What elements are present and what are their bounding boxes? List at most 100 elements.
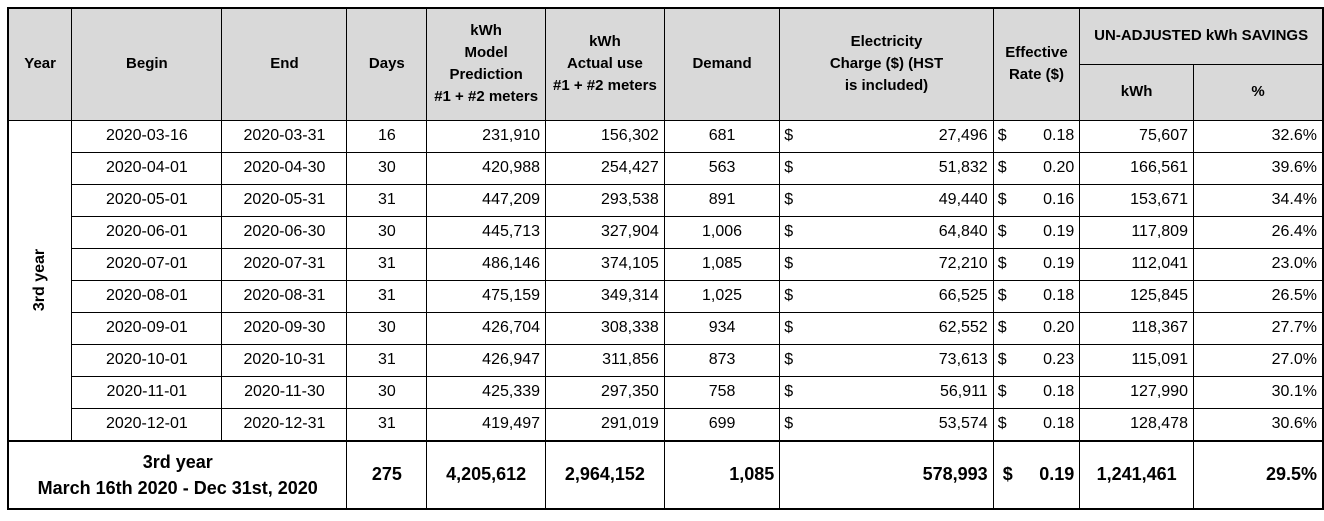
savings-kwh-cell: 128,478 bbox=[1079, 407, 1194, 441]
totals-charge: 578,993 bbox=[779, 440, 994, 509]
days-cell: 31 bbox=[346, 343, 428, 377]
model-cell: 425,339 bbox=[426, 375, 547, 409]
savings-kwh-cell: 112,041 bbox=[1079, 247, 1194, 281]
days-cell: 30 bbox=[346, 375, 428, 409]
header-actual-line2: Actual use bbox=[566, 55, 643, 73]
days-cell: 31 bbox=[346, 407, 428, 441]
begin-cell: 2020-06-01 bbox=[71, 215, 223, 249]
table-row: 2020-07-01 2020-07-31 31 486,146 374,105… bbox=[8, 247, 1324, 281]
charge-cell: 72,210 bbox=[886, 247, 994, 281]
actual-cell: 327,904 bbox=[545, 215, 665, 249]
header-electricity-charge: Electricity Charge ($) (HST is included) bbox=[779, 7, 994, 121]
header-end: End bbox=[221, 7, 348, 121]
model-cell: 420,988 bbox=[426, 151, 547, 185]
dollar-sign: $ bbox=[779, 215, 887, 249]
demand-cell: 1,025 bbox=[663, 279, 781, 313]
model-cell: 419,497 bbox=[426, 407, 547, 441]
days-cell: 16 bbox=[346, 119, 428, 153]
header-charge-line1: Electricity bbox=[850, 33, 923, 51]
savings-pct-cell: 23.0% bbox=[1192, 247, 1324, 281]
actual-cell: 293,538 bbox=[545, 183, 665, 217]
savings-pct-cell: 26.4% bbox=[1192, 215, 1324, 249]
demand-cell: 1,006 bbox=[663, 215, 781, 249]
table-row: 2020-09-01 2020-09-30 30 426,704 308,338… bbox=[8, 311, 1324, 345]
header-savings-pct: % bbox=[1192, 63, 1324, 121]
table-row: 2020-10-01 2020-10-31 31 426,947 311,856… bbox=[8, 343, 1324, 377]
rate-value: 0.20 bbox=[1043, 159, 1075, 176]
model-cell: 475,159 bbox=[426, 279, 547, 313]
rate-cell: $0.18 bbox=[992, 407, 1081, 441]
dollar-sign: $ bbox=[997, 159, 1007, 176]
begin-cell: 2020-09-01 bbox=[71, 311, 223, 345]
dollar-sign: $ bbox=[779, 407, 887, 441]
energy-savings-table: Year Begin End Days kWh Model Prediction… bbox=[7, 7, 1324, 510]
dollar-sign: $ bbox=[779, 247, 887, 281]
header-rate-line2: Rate ($) bbox=[1008, 66, 1064, 84]
totals-row: 3rd year March 16th 2020 - Dec 31st, 202… bbox=[7, 440, 1324, 509]
rate-value: 0.16 bbox=[1043, 191, 1075, 208]
header-model-line3: #1 + #2 meters bbox=[434, 88, 539, 106]
table-row: 2020-08-01 2020-08-31 31 475,159 349,314… bbox=[8, 279, 1324, 313]
savings-kwh-cell: 166,561 bbox=[1079, 151, 1194, 185]
header-demand: Demand bbox=[663, 7, 781, 121]
rate-cell: $0.19 bbox=[992, 247, 1081, 281]
rate-value: 0.19 bbox=[1043, 255, 1075, 272]
rate-value: 0.19 bbox=[1043, 223, 1075, 240]
year-label: 3rd year bbox=[31, 248, 49, 312]
header-model-line2: Model Prediction bbox=[449, 44, 523, 84]
dollar-sign: $ bbox=[779, 375, 887, 409]
rate-value: 0.18 bbox=[1043, 383, 1075, 400]
demand-cell: 758 bbox=[663, 375, 781, 409]
header-savings-kwh: kWh bbox=[1079, 63, 1194, 121]
dollar-sign: $ bbox=[997, 415, 1007, 432]
savings-pct-cell: 27.7% bbox=[1192, 311, 1324, 345]
header-rate-line1: Effective bbox=[1005, 44, 1068, 62]
end-cell: 2020-03-31 bbox=[221, 119, 348, 153]
actual-cell: 291,019 bbox=[545, 407, 665, 441]
charge-cell: 53,574 bbox=[886, 407, 994, 441]
savings-pct-cell: 27.0% bbox=[1192, 343, 1324, 377]
charge-cell: 64,840 bbox=[886, 215, 994, 249]
demand-cell: 934 bbox=[663, 311, 781, 345]
model-cell: 447,209 bbox=[426, 183, 547, 217]
actual-cell: 349,314 bbox=[545, 279, 665, 313]
charge-cell: 56,911 bbox=[886, 375, 994, 409]
dollar-sign: $ bbox=[779, 279, 887, 313]
charge-cell: 27,496 bbox=[886, 119, 994, 153]
savings-kwh-cell: 75,607 bbox=[1079, 119, 1194, 153]
end-cell: 2020-05-31 bbox=[221, 183, 348, 217]
dollar-sign: $ bbox=[997, 255, 1007, 272]
charge-cell: 62,552 bbox=[886, 311, 994, 345]
end-cell: 2020-09-30 bbox=[221, 311, 348, 345]
model-cell: 486,146 bbox=[426, 247, 547, 281]
totals-label-line1: 3rd year bbox=[142, 451, 213, 472]
savings-kwh-cell: 125,845 bbox=[1079, 279, 1194, 313]
demand-cell: 891 bbox=[663, 183, 781, 217]
table-row: 2020-04-01 2020-04-30 30 420,988 254,427… bbox=[8, 151, 1324, 185]
totals-rate-value: 0.19 bbox=[1039, 464, 1075, 484]
totals-rate: $0.19 bbox=[992, 440, 1081, 509]
rate-cell: $0.20 bbox=[992, 311, 1081, 345]
rate-cell: $0.16 bbox=[992, 183, 1081, 217]
end-cell: 2020-11-30 bbox=[221, 375, 348, 409]
savings-pct-cell: 30.1% bbox=[1192, 375, 1324, 409]
header-year: Year bbox=[7, 7, 73, 121]
dollar-sign: $ bbox=[779, 343, 887, 377]
end-cell: 2020-08-31 bbox=[221, 279, 348, 313]
rate-value: 0.23 bbox=[1043, 351, 1075, 368]
dollar-sign: $ bbox=[997, 287, 1007, 304]
header-model-line1: kWh bbox=[470, 22, 502, 40]
header-actual-line3: #1 + #2 meters bbox=[552, 77, 657, 95]
header-charge-line2: Charge ($) (HST bbox=[829, 55, 944, 73]
dollar-sign: $ bbox=[779, 183, 887, 217]
table-row: 2020-05-01 2020-05-31 31 447,209 293,538… bbox=[8, 183, 1324, 217]
header-effective-rate: Effective Rate ($) bbox=[992, 7, 1081, 121]
actual-cell: 254,427 bbox=[545, 151, 665, 185]
end-cell: 2020-07-31 bbox=[221, 247, 348, 281]
dollar-sign: $ bbox=[997, 191, 1007, 208]
savings-kwh-cell: 153,671 bbox=[1079, 183, 1194, 217]
begin-cell: 2020-12-01 bbox=[71, 407, 223, 441]
header-savings-group: UN-ADJUSTED kWh SAVINGS bbox=[1079, 7, 1324, 65]
rate-cell: $0.18 bbox=[992, 375, 1081, 409]
days-cell: 30 bbox=[346, 151, 428, 185]
